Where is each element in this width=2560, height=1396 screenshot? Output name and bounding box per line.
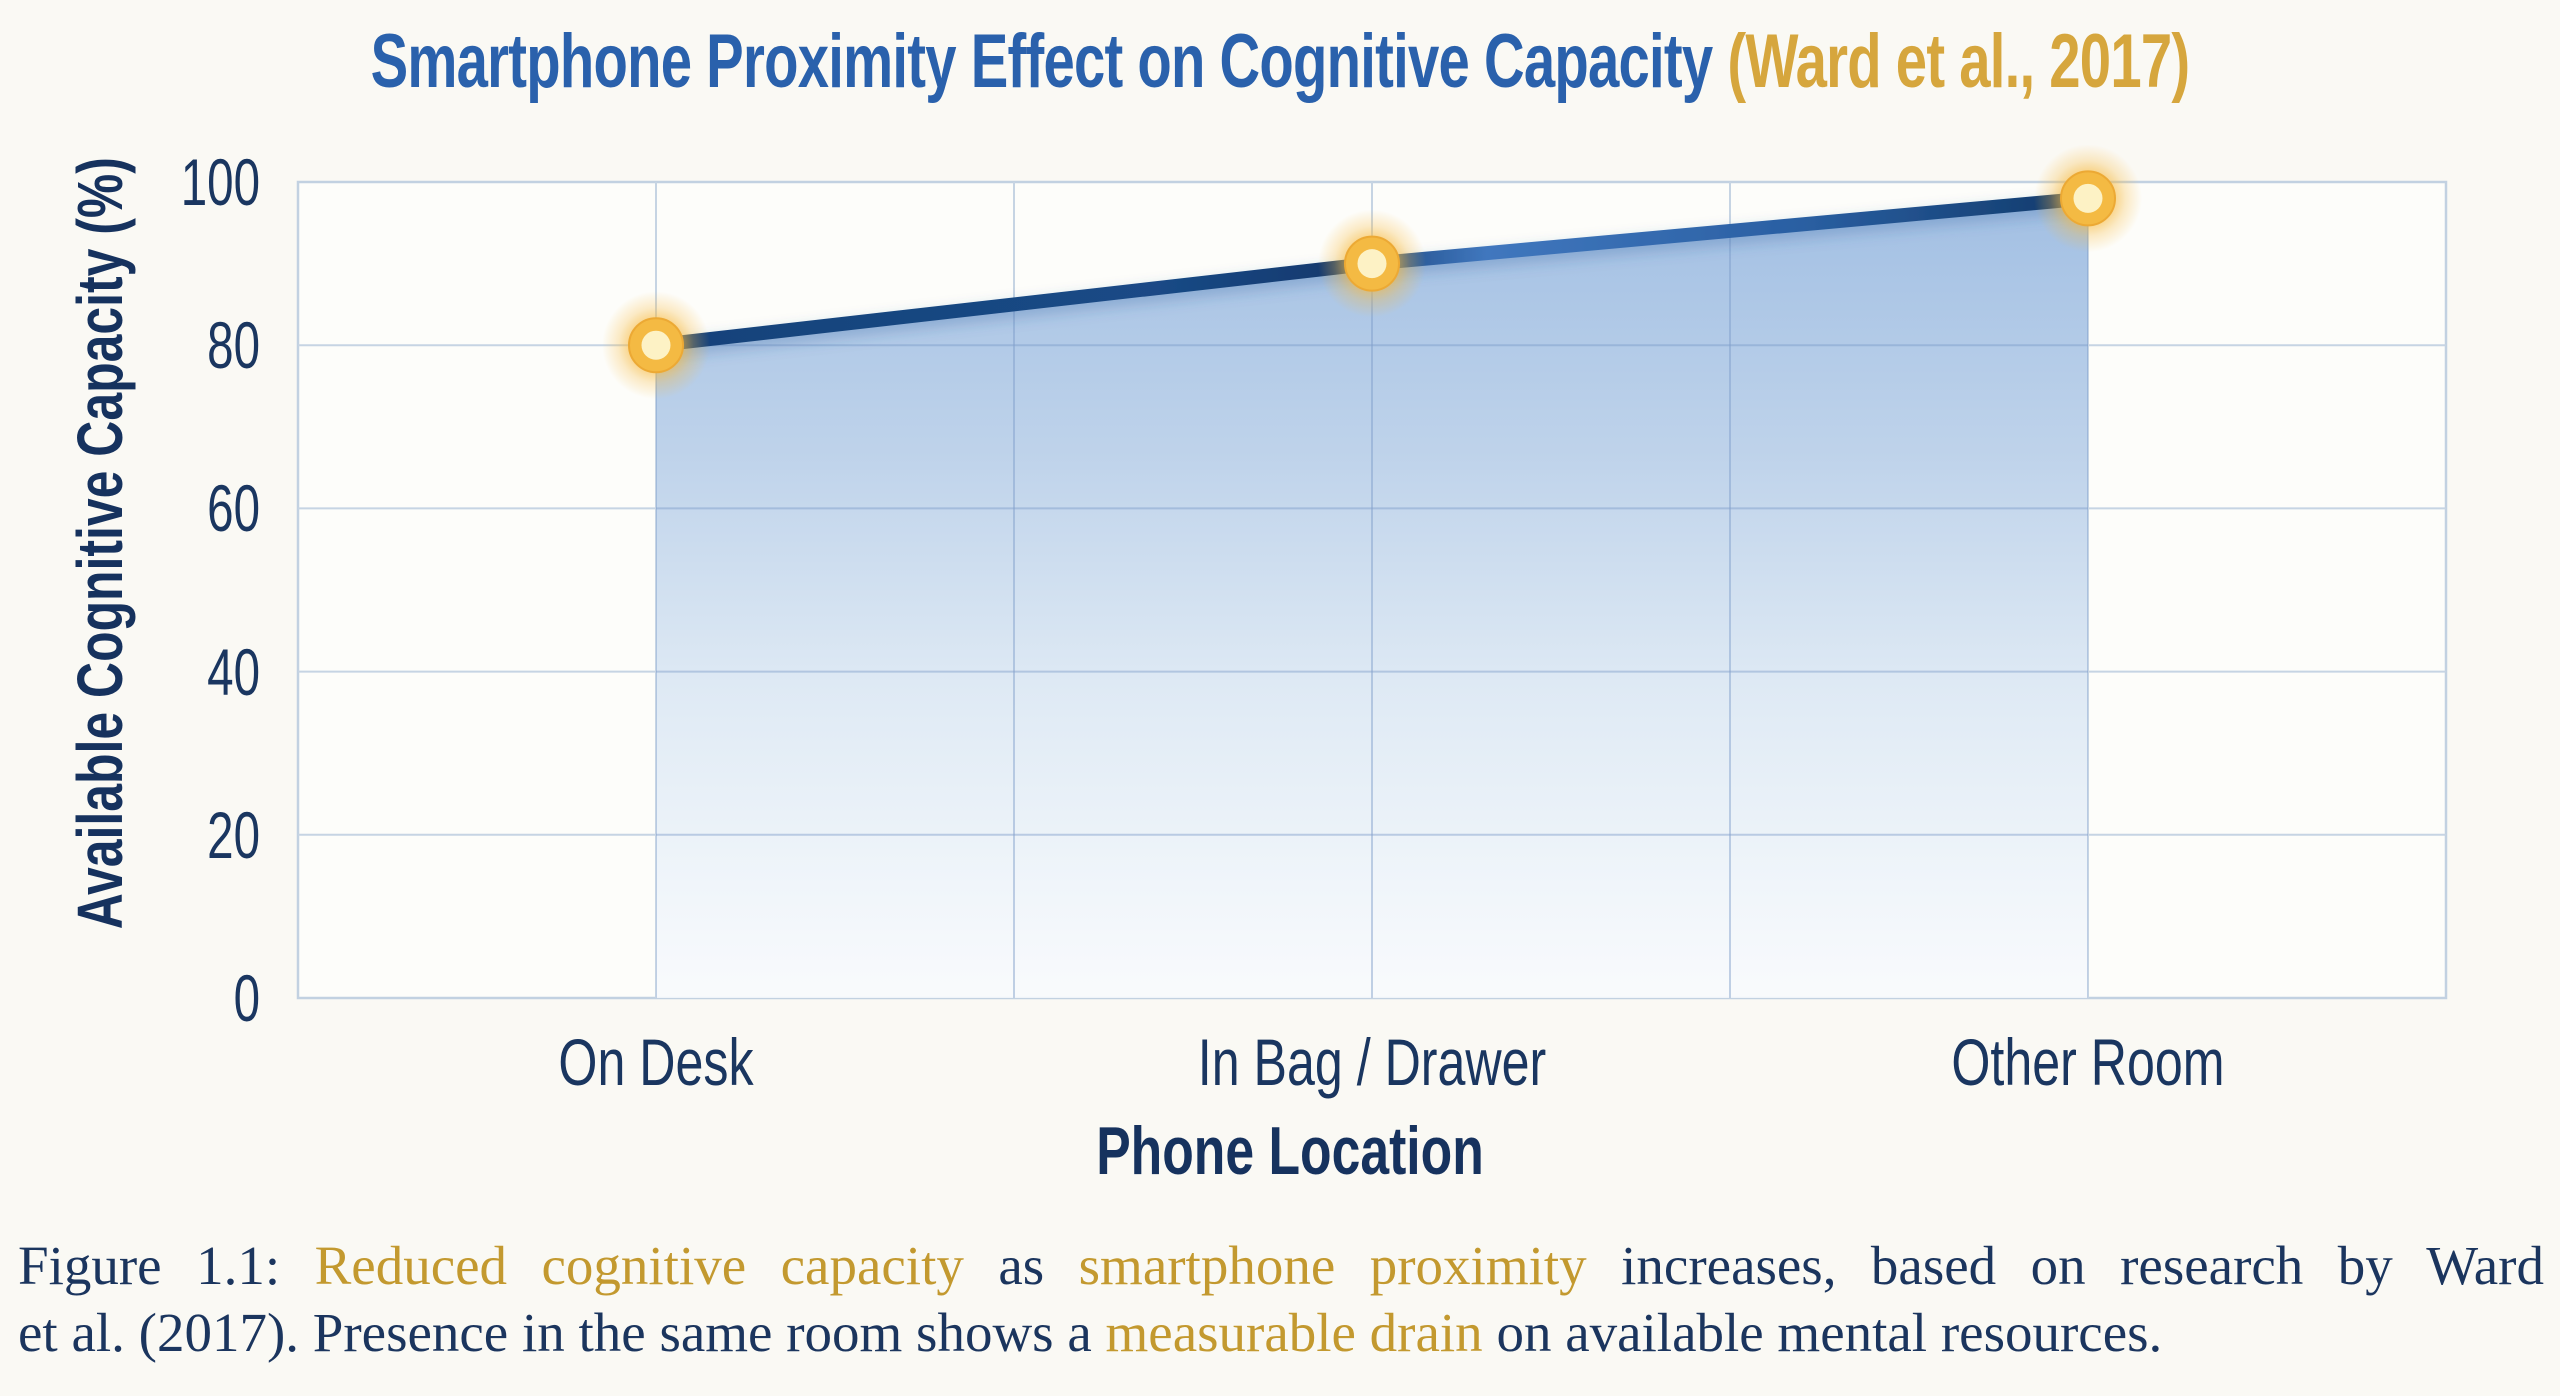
caption-segment-gold: Reduced cognitive capacity <box>314 1235 964 1296</box>
data-point-on-desk <box>602 291 710 400</box>
caption-segment-gold: measurable drain <box>1105 1302 1483 1363</box>
y-tick-label-0: 0 <box>233 961 260 1035</box>
x-tick-label-1: On Desk <box>558 1025 754 1099</box>
caption-line-2: et al. (2017). Presence in the same room… <box>18 1299 2544 1366</box>
caption-segment-navy: increases, based on research by Ward <box>1586 1235 2544 1296</box>
y-tick-label-20: 20 <box>207 797 260 872</box>
x-tick-label-3: Other Room <box>1951 1025 2225 1099</box>
figure-caption: Figure 1.1: Reduced cognitive capacity a… <box>18 1232 2544 1366</box>
data-point-other-room <box>2034 144 2142 253</box>
caption-segment-navy: on available mental resources. <box>1482 1302 2163 1363</box>
chart-title-citation: (Ward et al., 2017) <box>1727 19 2190 104</box>
y-tick-label-60: 60 <box>207 471 260 546</box>
y-tick-label-80: 80 <box>207 308 260 383</box>
x-axis-title: Phone Location <box>1096 1113 1484 1189</box>
area-fill <box>656 198 2088 998</box>
chart-title: Smartphone Proximity Effect on Cognitive… <box>333 22 2227 102</box>
y-tick-label-40: 40 <box>207 634 260 709</box>
x-tick-label-2: In Bag / Drawer <box>1197 1025 1547 1099</box>
data-point-in-bag-drawer <box>1318 209 1426 318</box>
chart-title-text: Smartphone Proximity Effect on Cognitive… <box>370 19 1714 104</box>
caption-segment-navy: et al. (2017). Presence in the same room… <box>18 1302 1106 1363</box>
caption-segment-navy: as <box>963 1235 1079 1296</box>
caption-segment-gold: smartphone proximity <box>1078 1235 1587 1296</box>
caption-segment-navy: Figure 1.1: <box>18 1235 315 1296</box>
caption-line-1: Figure 1.1: Reduced cognitive capacity a… <box>18 1232 2544 1299</box>
y-tick-label-100: 100 <box>180 145 260 219</box>
grid-lines-over-fill <box>656 198 2088 998</box>
